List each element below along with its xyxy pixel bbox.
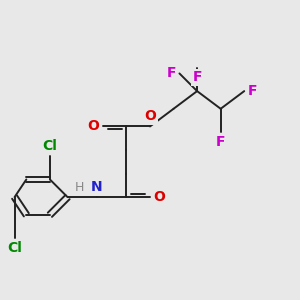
Text: F: F [248, 84, 257, 98]
Text: Cl: Cl [7, 241, 22, 255]
Text: F: F [216, 135, 225, 149]
Text: O: O [154, 190, 165, 204]
Text: N: N [91, 180, 103, 194]
Text: H: H [74, 181, 84, 194]
Text: F: F [192, 70, 202, 85]
Text: O: O [88, 119, 99, 134]
Text: O: O [144, 109, 156, 123]
Text: F: F [167, 66, 176, 80]
Text: Cl: Cl [43, 139, 57, 153]
Text: N: N [91, 180, 103, 194]
